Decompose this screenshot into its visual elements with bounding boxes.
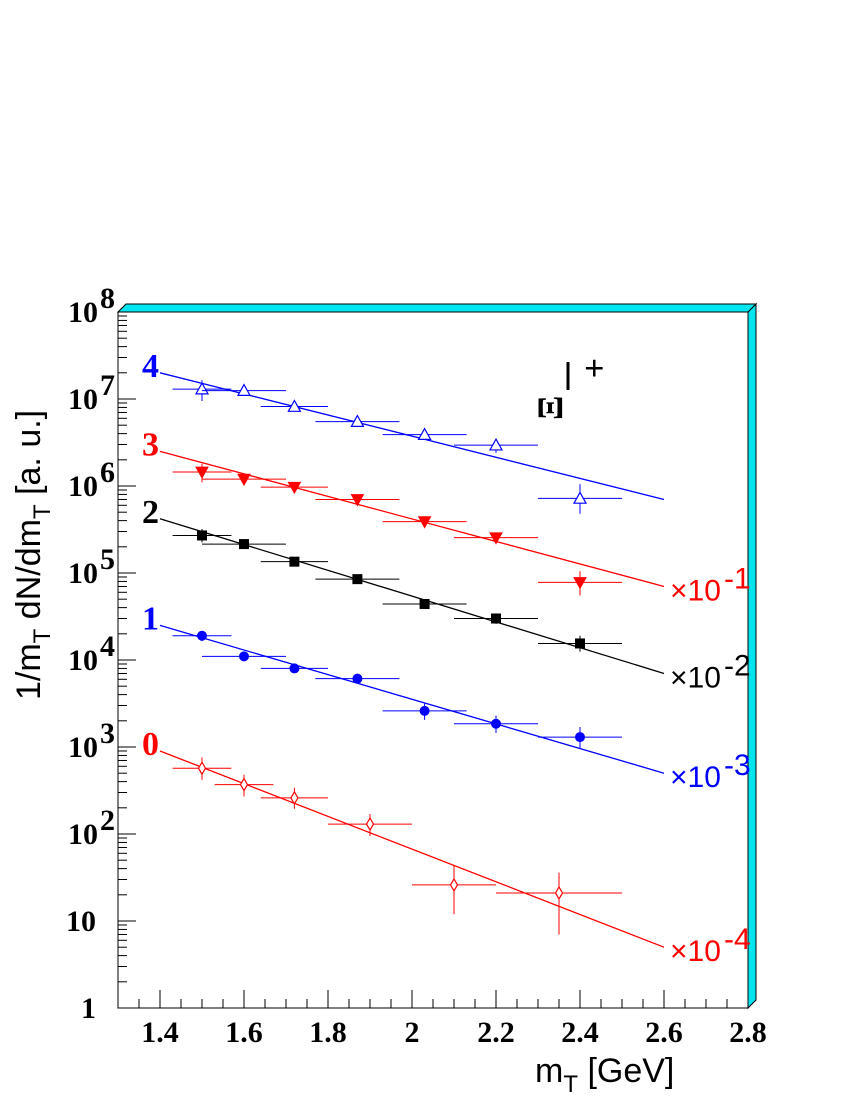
data-point	[352, 574, 363, 585]
data-point	[352, 673, 363, 684]
data-point	[350, 414, 365, 427]
particle-charge: +	[584, 348, 605, 388]
x-axis-title-main: m	[535, 1052, 563, 1090]
data-point	[239, 777, 249, 792]
scale-factor-label: ×10	[670, 574, 721, 607]
data-point	[572, 491, 588, 504]
series-number-label: 2	[142, 494, 159, 531]
x-tick-label: 1.8	[309, 1016, 347, 1049]
y-tick-label: 10	[68, 731, 98, 764]
scale-factor-exponent: -3	[724, 749, 751, 782]
y-tick-exponent: 3	[100, 717, 115, 750]
series-2: 2×10 -2	[142, 494, 751, 695]
scale-factor-label: ×10	[670, 661, 721, 694]
y-tick-exponent: 2	[100, 804, 115, 837]
plot-area	[117, 311, 749, 1009]
data-point	[491, 613, 501, 624]
series-number-label: 1	[142, 600, 159, 637]
y-axis-title-sub: T	[29, 628, 56, 643]
scale-factor-label: ×10	[670, 761, 721, 794]
data-point	[289, 663, 300, 674]
data-point	[287, 399, 302, 412]
axis-ticks	[117, 311, 749, 1009]
data-point	[289, 556, 300, 567]
data-point	[195, 466, 209, 479]
series-layer: 43×10 -12×10 -21×10 -30×10 -4	[142, 348, 751, 968]
y-axis-title-mid: dN/dm	[10, 519, 48, 629]
y-tick-label: 10	[68, 383, 98, 416]
frame-shadow-top	[116, 303, 758, 313]
data-point	[197, 761, 207, 776]
particle-symbol: Ξ	[530, 396, 570, 420]
data-point	[419, 705, 430, 716]
data-point	[197, 530, 207, 541]
y-tick-exponent: 7	[100, 369, 115, 402]
data-point	[575, 732, 585, 743]
x-axis-title-sub: T	[563, 1071, 578, 1098]
data-point	[365, 816, 375, 832]
data-point	[350, 494, 365, 507]
x-tick-label: 2	[405, 1016, 420, 1049]
data-point	[489, 532, 503, 545]
x-tick-label: 2.2	[477, 1016, 515, 1049]
x-axis-title-unit: [GeV]	[578, 1052, 674, 1090]
y-axis-title-sub2: T	[29, 504, 56, 519]
data-point	[287, 481, 302, 495]
y-tick-exponent: 8	[100, 282, 115, 315]
series-1: 1×10 -3	[142, 600, 751, 794]
y-tick-exponent: 6	[100, 456, 115, 489]
scale-factor-label: ×10	[670, 935, 721, 968]
data-point	[236, 383, 252, 396]
data-point	[488, 437, 504, 451]
data-point	[194, 381, 210, 395]
series-number-label: 4	[142, 348, 159, 385]
y-tick-label: 10	[68, 644, 98, 677]
y-axis-title-unit: [a. u.]	[10, 410, 48, 505]
series-0: 0×10 -4	[142, 726, 751, 968]
x-tick-label: 2.4	[561, 1016, 599, 1049]
data-point	[573, 577, 587, 590]
data-point	[417, 516, 432, 529]
y-tick-label: 10	[68, 296, 98, 329]
series-4: 4	[142, 348, 665, 514]
y-tick-exponent: 5	[100, 543, 115, 576]
x-axis-title: mT [GeV]	[535, 1052, 674, 1098]
particle-label: Ξ	[530, 396, 570, 420]
y-tick-label: 10	[66, 905, 96, 938]
y-tick-label: 10	[68, 818, 98, 851]
series-3: 3 ×10 -1	[142, 426, 751, 607]
data-point	[239, 651, 249, 662]
x-tick-label: 2.8	[729, 1016, 767, 1049]
data-point	[491, 718, 501, 729]
y-tick-exponent: 4	[100, 630, 115, 663]
data-point	[575, 638, 585, 649]
y-axis-title-main: 1/m	[10, 643, 48, 700]
y-tick-label: 1	[81, 992, 96, 1025]
x-tick-label: 2.6	[645, 1016, 683, 1049]
data-point	[197, 630, 207, 641]
data-point	[419, 599, 430, 610]
data-point	[290, 790, 299, 806]
series-number-label: 3	[142, 426, 159, 463]
y-tick-label: 10	[68, 557, 98, 590]
x-tick-label: 1.4	[141, 1016, 179, 1049]
x-tick-label: 1.6	[225, 1016, 263, 1049]
data-point	[417, 427, 432, 440]
y-tick-label: 10	[68, 470, 98, 503]
x-tick-labels: 1.4 1.6 1.8 2 2.2 2.4 2.6 2.8	[141, 1016, 767, 1049]
data-point	[239, 539, 249, 550]
scale-factor-exponent: -4	[724, 923, 751, 956]
series-number-label: 0	[142, 726, 159, 763]
data-point	[237, 473, 251, 487]
scale-factor-exponent: -2	[724, 649, 751, 682]
scale-factor-exponent: -1	[724, 562, 751, 595]
data-point	[449, 877, 459, 893]
data-point	[554, 885, 564, 901]
y-axis-title: 1/mT dN/dmT [a. u.]	[10, 410, 56, 700]
